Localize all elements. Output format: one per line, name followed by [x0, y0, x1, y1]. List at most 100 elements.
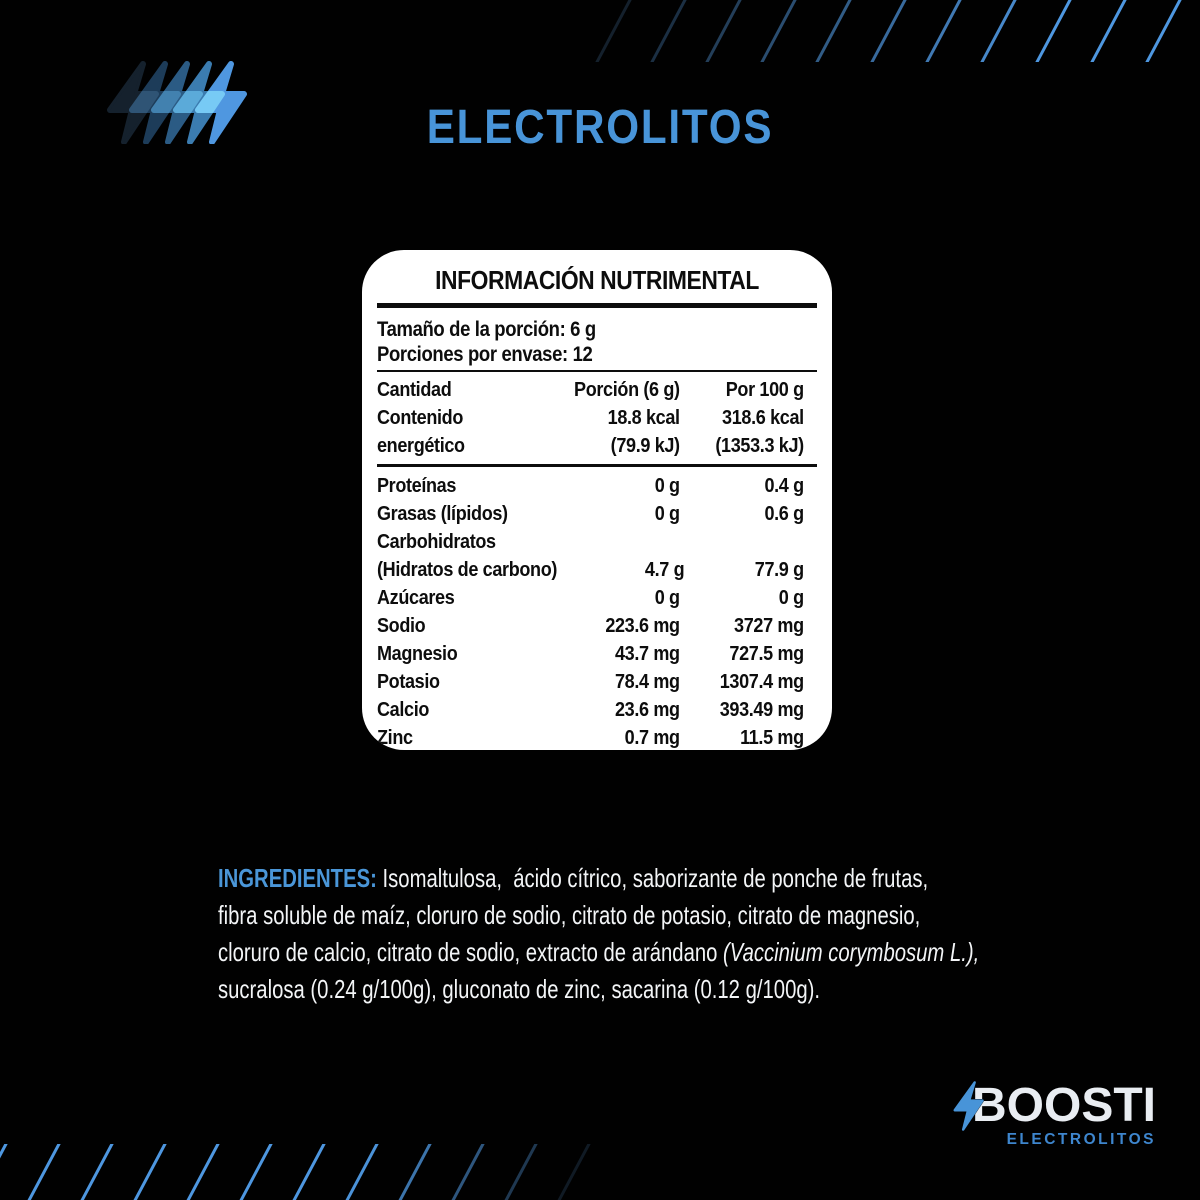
nutrient-value-per-serving: 23.6 mg	[614, 698, 680, 721]
nutrient-value-per-100g: 727.5 mg	[729, 642, 804, 665]
nutrient-value-per-serving: (79.9 kJ)	[610, 434, 680, 457]
ingredients-text: sucralosa (0.24 g/100g), gluconato de zi…	[218, 974, 821, 1004]
column-header-per-serving: Porción (6 g)	[574, 378, 680, 401]
nutrition-panel-title: INFORMACIÓN NUTRIMENTAL	[435, 265, 759, 295]
ingredients-text: (Vaccinium corymbosum L.),	[723, 937, 980, 967]
diagonal-stripe	[703, 0, 744, 62]
nutrient-label: Sodio	[377, 614, 426, 637]
serving-size: Tamaño de la porción: 6 g	[377, 318, 596, 341]
ingredients-text: fibra soluble de maíz, cloruro de sodio,…	[218, 900, 921, 930]
diagonal-stripe	[1143, 0, 1184, 62]
nutrient-label: Zinc	[377, 726, 413, 749]
nutrient-row: (Hidratos de carbono) 4.7 g 77.9 g	[377, 556, 817, 584]
diagonal-stripe	[181, 1144, 222, 1200]
nutrient-label: Magnesio	[377, 642, 458, 665]
nutrient-row: Azúcares 0 g 0 g	[377, 584, 817, 612]
column-header-amount: Cantidad	[377, 378, 452, 401]
nutrient-value-per-serving: 0 g	[654, 474, 680, 497]
nutrient-row: Zinc 0.7 mg 11.5 mg	[377, 724, 817, 750]
nutrient-value-per-100g: 318.6 kcal	[722, 406, 804, 429]
nutrient-row: Magnesio 43.7 mg 727.5 mg	[377, 640, 817, 668]
nutrient-label: Contenido	[377, 406, 464, 429]
diagonal-stripe	[1033, 0, 1074, 62]
diagonal-stripe	[287, 1144, 328, 1200]
table-header-row: Cantidad Porción (6 g) Por 100 g	[377, 376, 817, 404]
diagonal-stripe	[22, 1144, 63, 1200]
diagonal-stripe	[1088, 0, 1129, 62]
diagonal-stripe	[340, 1144, 381, 1200]
diagonal-stripe	[868, 0, 909, 62]
nutrient-value-per-100g: 0.4 g	[764, 474, 804, 497]
column-header-per-100g: Por 100 g	[725, 378, 804, 401]
top-right-stripes-decoration	[588, 0, 1200, 62]
diagonal-stripe	[128, 1144, 169, 1200]
nutrient-value-per-serving: 18.8 kcal	[607, 406, 680, 429]
energy-rows: Contenido 18.8 kcal 318.6 kcal energético (7…	[377, 404, 817, 460]
nutrient-value-per-100g: 77.9 g	[754, 558, 804, 581]
nutrient-label: Azúcares	[377, 586, 455, 609]
nutrient-rows: Proteínas 0 g 0.4 g Grasas (lípidos) 0 g 0.6 …	[377, 472, 817, 750]
nutrient-value-per-100g: 3727 mg	[734, 614, 804, 637]
nutrient-value-per-serving: 43.7 mg	[614, 642, 680, 665]
nutrient-label: (Hidratos de carbono)	[377, 558, 558, 581]
brand-name: BOOSTI	[971, 1079, 1156, 1132]
nutrient-row: Potasio 78.4 mg 1307.4 mg	[377, 668, 817, 696]
nutrient-label: Grasas (lípidos)	[377, 502, 508, 525]
nutrient-label: Carbohidratos	[377, 530, 496, 553]
ingredients-line: sucralosa (0.24 g/100g), gluconato de zi…	[218, 971, 986, 1008]
diagonal-stripe	[758, 0, 799, 62]
nutrient-row: Proteínas 0 g 0.4 g	[377, 472, 817, 500]
nutrient-value-per-serving: 223.6 mg	[605, 614, 680, 637]
diagonal-stripe	[593, 0, 634, 62]
divider-thick	[377, 303, 817, 308]
page-title: ELECTROLITOS	[426, 101, 774, 154]
brand-logo: BOOSTI ELECTROLITOS	[946, 1079, 1156, 1149]
servings-per-container: Porciones por envase: 12	[377, 343, 593, 366]
divider-thin	[377, 370, 817, 372]
nutrient-row: Contenido 18.8 kcal 318.6 kcal	[377, 404, 817, 432]
nutrient-value-per-100g: 1307.4 mg	[719, 670, 804, 693]
nutrient-row: energético (79.9 kJ) (1353.3 kJ)	[377, 432, 817, 460]
ingredients-line: INGREDIENTES: Isomaltulosa, ácido cítric…	[218, 860, 986, 897]
diagonal-stripe	[393, 1144, 434, 1200]
nutrient-label: energético	[377, 434, 465, 457]
diagonal-stripe	[75, 1144, 116, 1200]
brand-subtitle: ELECTROLITOS	[1006, 1131, 1156, 1148]
nutrient-value-per-100g: 0 g	[778, 586, 804, 609]
ingredients-label: INGREDIENTES:	[218, 863, 377, 893]
nutrient-row: Calcio 23.6 mg 393.49 mg	[377, 696, 817, 724]
divider-medium	[377, 464, 817, 467]
bottom-left-stripes-decoration	[0, 1144, 592, 1200]
diagonal-stripe	[234, 1144, 275, 1200]
nutrient-row: Carbohidratos	[377, 528, 817, 556]
nutrient-value-per-100g: 11.5 mg	[740, 726, 804, 749]
nutrient-value-per-100g: 0.6 g	[764, 502, 804, 525]
diagonal-stripe	[648, 0, 689, 62]
nutrient-label: Potasio	[377, 670, 440, 693]
ingredients-text: cloruro de calcio, citrato de sodio, ext…	[218, 937, 724, 967]
nutrient-value-per-serving: 0.7 mg	[624, 726, 680, 749]
nutrient-value-per-serving: 78.4 mg	[614, 670, 680, 693]
nutrient-value-per-serving: 4.7 g	[644, 558, 685, 581]
diagonal-stripe	[978, 0, 1019, 62]
ingredients-paragraph: INGREDIENTES: Isomaltulosa, ácido cítric…	[218, 860, 986, 1008]
ingredients-text: Isomaltulosa, ácido cítrico, saborizante…	[376, 863, 929, 893]
nutrient-value-per-serving: 0 g	[654, 502, 680, 525]
nutrient-row: Grasas (lípidos) 0 g 0.6 g	[377, 500, 817, 528]
diagonal-stripe	[552, 1144, 592, 1200]
nutrient-value-per-100g: 393.49 mg	[719, 698, 804, 721]
nutrient-label: Proteínas	[377, 474, 457, 497]
diagonal-stripe	[0, 1144, 10, 1200]
ingredients-line: cloruro de calcio, citrato de sodio, ext…	[218, 934, 986, 971]
nutrition-panel: INFORMACIÓN NUTRIMENTAL Tamaño de la por…	[362, 250, 832, 750]
ingredients-line: fibra soluble de maíz, cloruro de sodio,…	[218, 897, 986, 934]
nutrient-row: Sodio 223.6 mg 3727 mg	[377, 612, 817, 640]
nutrient-value-per-serving: 0 g	[654, 586, 680, 609]
lightning-bolts-logo-icon	[107, 61, 247, 144]
diagonal-stripe	[923, 0, 964, 62]
diagonal-stripe	[446, 1144, 487, 1200]
nutrient-value-per-100g: (1353.3 kJ)	[715, 434, 804, 457]
diagonal-stripe	[499, 1144, 540, 1200]
brand-bolt-icon	[953, 1080, 985, 1132]
